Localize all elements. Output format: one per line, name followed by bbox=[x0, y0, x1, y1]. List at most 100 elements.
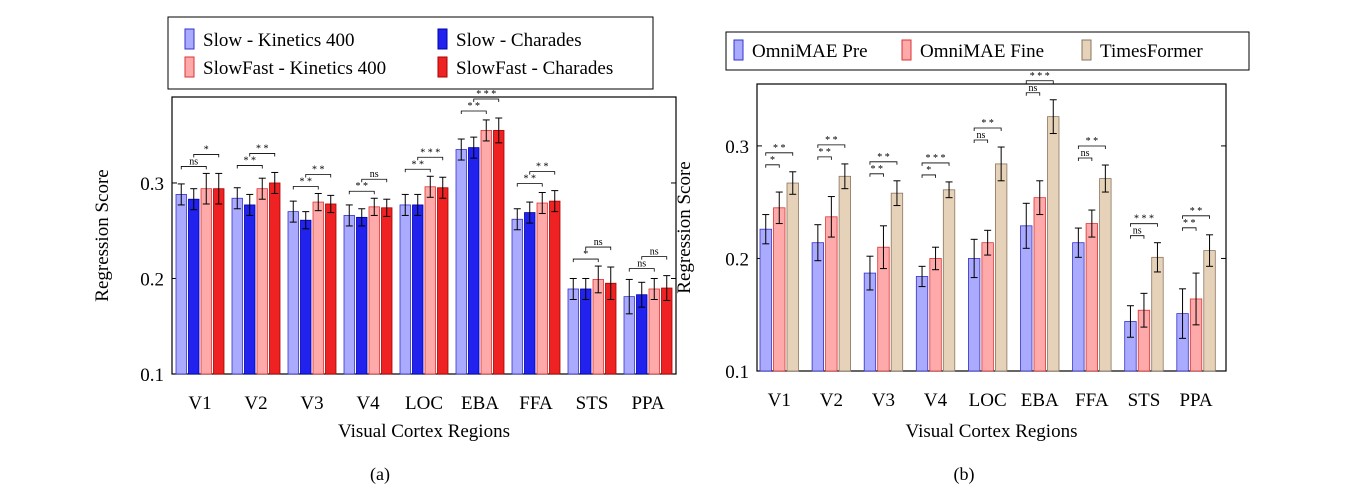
bar bbox=[759, 228, 772, 372]
significance-label: ns bbox=[637, 259, 646, 270]
x-tick-label: FFA bbox=[519, 393, 553, 414]
significance-bracket bbox=[1025, 80, 1054, 84]
chart-b: OmniMAE Pre OmniMAE Fine TimesFormer 0.1 0.2… bbox=[674, 31, 1250, 485]
bar bbox=[825, 216, 838, 372]
bar bbox=[325, 203, 337, 375]
significance-bracket bbox=[1077, 157, 1093, 162]
significance-bracket bbox=[572, 258, 599, 263]
significance-bracket bbox=[361, 178, 388, 183]
significance-bracket bbox=[529, 171, 556, 175]
y-tick-label: 0.3 bbox=[140, 174, 164, 195]
significance-bracket bbox=[180, 166, 207, 170]
significance-label: * * bbox=[877, 152, 890, 163]
bar bbox=[256, 188, 268, 375]
bar bbox=[1085, 223, 1098, 372]
bar bbox=[942, 189, 956, 372]
y-tick-label: 0.2 bbox=[140, 269, 164, 290]
legend-box bbox=[167, 16, 654, 90]
bar bbox=[536, 202, 548, 375]
bar bbox=[175, 194, 187, 375]
bar bbox=[399, 204, 411, 375]
bar bbox=[455, 149, 467, 375]
x-tick-label: PPA bbox=[631, 393, 664, 414]
x-tick-label: EBA bbox=[1021, 390, 1059, 411]
significance-label: * * bbox=[412, 159, 425, 170]
bar bbox=[890, 192, 904, 372]
significance-label: * bbox=[926, 165, 931, 176]
significance-bracket bbox=[193, 154, 220, 158]
significance-label: * * bbox=[300, 176, 313, 187]
legend-entry: OmniMAE Fine bbox=[920, 41, 1044, 62]
bar bbox=[300, 219, 312, 375]
significance-label: * * bbox=[1183, 218, 1196, 229]
legend-swatch bbox=[437, 56, 448, 78]
legend-entry: TimesFormer bbox=[1100, 41, 1203, 62]
significance-bracket bbox=[585, 246, 612, 251]
bar bbox=[786, 182, 799, 372]
significance-label: * * * bbox=[420, 147, 440, 158]
x-tick-label: V1 bbox=[768, 390, 791, 411]
x-tick-label: V2 bbox=[820, 390, 843, 411]
significance-label: * * bbox=[524, 174, 537, 185]
significance-label: * * * bbox=[1134, 214, 1154, 225]
significance-label: * * bbox=[1086, 136, 1099, 147]
bar bbox=[511, 218, 523, 375]
legend-swatch bbox=[437, 28, 448, 50]
significance-bracket bbox=[348, 190, 375, 195]
significance-bracket bbox=[869, 161, 898, 165]
bar bbox=[437, 187, 449, 375]
bar bbox=[773, 207, 786, 372]
bar bbox=[915, 276, 929, 372]
significance-label: * * bbox=[825, 135, 838, 146]
significance-label: ns bbox=[189, 156, 198, 167]
legend-box bbox=[725, 31, 1250, 71]
bar bbox=[1203, 250, 1216, 372]
x-tick-label: FFA bbox=[1075, 390, 1109, 411]
bar bbox=[995, 163, 1008, 372]
significance-label: * * bbox=[981, 118, 994, 129]
significance-label: * * bbox=[468, 101, 481, 112]
x-tick-label: EBA bbox=[461, 393, 499, 414]
x-tick-label: V1 bbox=[188, 393, 211, 414]
bar bbox=[244, 204, 256, 375]
bar bbox=[381, 207, 393, 375]
significance-label: * bbox=[770, 155, 775, 166]
significance-label: * * bbox=[244, 155, 257, 166]
legend-swatch bbox=[184, 56, 195, 78]
significance-label: ns bbox=[1081, 148, 1090, 159]
y-tick-label: 0.3 bbox=[725, 137, 749, 158]
y-axis-label: Regression Score bbox=[92, 169, 113, 301]
significance-bracket bbox=[249, 153, 276, 157]
bar bbox=[592, 279, 604, 375]
x-tick-label: V4 bbox=[356, 393, 380, 414]
bar bbox=[412, 204, 424, 375]
bar bbox=[493, 130, 505, 375]
legend-entry: SlowFast - Kinetics 400 bbox=[203, 58, 386, 79]
significance-bracket bbox=[516, 183, 543, 187]
significance-label: ns bbox=[650, 247, 659, 258]
bar bbox=[838, 175, 851, 372]
significance-bracket bbox=[869, 173, 884, 177]
bar bbox=[231, 197, 243, 375]
significance-bracket bbox=[817, 156, 832, 160]
significance-bracket bbox=[473, 98, 500, 103]
bar bbox=[1099, 178, 1112, 372]
significance-label: ns bbox=[1029, 83, 1038, 94]
significance-bracket bbox=[236, 165, 263, 169]
y-tick-label: 0.1 bbox=[140, 365, 164, 386]
bar bbox=[1033, 197, 1046, 372]
figure-caption: (b) bbox=[954, 464, 975, 485]
y-axis-label: Regression Score bbox=[674, 161, 695, 293]
significance-bracket bbox=[1130, 223, 1158, 227]
legend-swatch bbox=[733, 39, 744, 61]
significance-label: * * bbox=[356, 181, 369, 192]
significance-bracket bbox=[292, 186, 319, 190]
significance-label: * * bbox=[773, 143, 786, 154]
bar bbox=[929, 258, 942, 372]
significance-label: * * bbox=[1190, 206, 1203, 217]
legend-entry: Slow - Kinetics 400 bbox=[203, 30, 354, 51]
figure-caption: (a) bbox=[370, 464, 390, 485]
legend-entry: SlowFast - Charades bbox=[456, 58, 613, 79]
